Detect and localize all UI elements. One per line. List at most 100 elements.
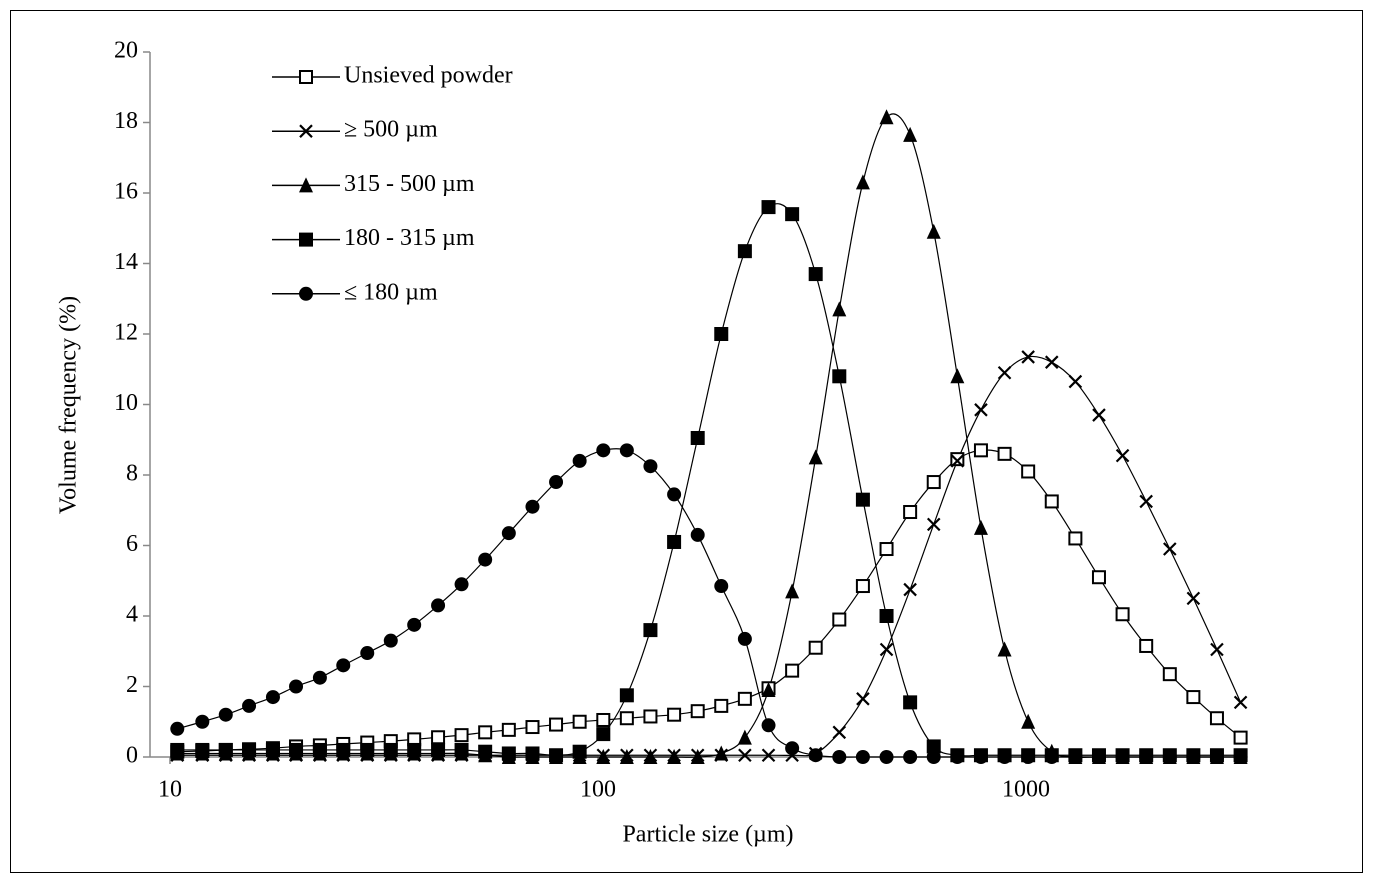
marker <box>1139 494 1153 509</box>
marker <box>619 711 634 726</box>
y-tick-label: 2 <box>126 672 138 698</box>
marker <box>501 526 516 541</box>
marker <box>997 641 1012 657</box>
marker <box>195 742 210 757</box>
marker <box>1021 464 1036 479</box>
marker <box>289 742 304 757</box>
marker <box>1139 638 1154 653</box>
marker <box>832 612 847 627</box>
marker <box>1044 355 1059 369</box>
marker <box>431 730 446 745</box>
marker <box>572 744 587 759</box>
marker <box>950 452 965 467</box>
marker <box>1186 750 1201 764</box>
marker <box>856 692 870 706</box>
marker <box>549 717 564 732</box>
marker <box>619 443 634 458</box>
legend-label: ≥ 500 µm <box>344 117 438 143</box>
marker <box>690 430 705 445</box>
marker <box>903 582 917 597</box>
marker <box>643 749 658 764</box>
legend-marker <box>299 286 313 301</box>
y-tick-label: 4 <box>126 602 138 628</box>
marker <box>879 609 894 623</box>
marker <box>1021 350 1035 364</box>
marker <box>242 742 257 757</box>
legend-marker <box>299 232 313 247</box>
marker <box>879 542 894 557</box>
y-tick-label: 16 <box>114 179 138 205</box>
marker <box>525 499 540 514</box>
y-tick-label: 20 <box>114 38 138 64</box>
marker <box>1068 750 1083 764</box>
marker <box>1091 750 1106 764</box>
marker <box>1044 494 1059 509</box>
marker <box>737 691 752 706</box>
marker <box>525 746 540 761</box>
marker <box>1021 750 1036 764</box>
marker <box>643 459 658 474</box>
marker <box>572 453 587 468</box>
marker <box>1068 374 1083 389</box>
marker <box>973 443 988 458</box>
marker <box>572 714 587 729</box>
marker <box>950 750 965 764</box>
marker <box>761 200 776 215</box>
marker <box>596 712 611 727</box>
marker <box>690 704 705 719</box>
marker <box>926 739 941 754</box>
marker <box>903 695 918 710</box>
marker <box>974 403 988 417</box>
marker <box>973 519 988 535</box>
marker <box>761 682 776 698</box>
marker <box>785 583 800 599</box>
marker <box>690 527 705 542</box>
legend-marker <box>299 177 313 193</box>
marker <box>737 729 752 745</box>
marker <box>1021 713 1036 729</box>
series-line <box>177 449 1241 753</box>
marker <box>1068 531 1083 546</box>
marker <box>1115 607 1130 622</box>
marker <box>690 749 705 764</box>
marker <box>832 369 847 384</box>
marker <box>195 714 210 729</box>
marker <box>879 109 894 125</box>
marker <box>997 365 1012 380</box>
marker <box>667 534 682 549</box>
series-line <box>177 448 1241 758</box>
y-tick-label: 0 <box>126 743 138 769</box>
x-tick-label: 100 <box>580 777 616 803</box>
marker <box>407 742 422 757</box>
marker <box>926 475 941 490</box>
marker <box>265 690 280 705</box>
legend-label: 315 - 500 µm <box>344 171 475 197</box>
marker <box>832 301 847 317</box>
marker <box>1139 750 1154 764</box>
marker <box>1162 750 1177 764</box>
marker <box>808 748 823 763</box>
marker <box>596 749 611 764</box>
x-tick-label: 1000 <box>1002 777 1050 803</box>
marker <box>667 487 682 502</box>
marker <box>242 698 257 713</box>
marker <box>478 725 493 740</box>
marker <box>855 579 870 594</box>
marker <box>1092 408 1106 422</box>
marker <box>1162 667 1177 682</box>
marker <box>667 707 682 722</box>
marker <box>832 725 847 740</box>
marker <box>336 658 351 673</box>
marker <box>501 746 516 761</box>
marker <box>431 598 446 613</box>
marker <box>1209 750 1224 764</box>
marker <box>170 721 185 736</box>
marker <box>501 722 516 737</box>
marker <box>549 475 564 490</box>
marker <box>1115 448 1130 463</box>
marker <box>454 577 469 592</box>
marker <box>1163 542 1177 556</box>
marker <box>1044 750 1059 764</box>
marker <box>737 244 752 259</box>
marker <box>761 748 776 763</box>
